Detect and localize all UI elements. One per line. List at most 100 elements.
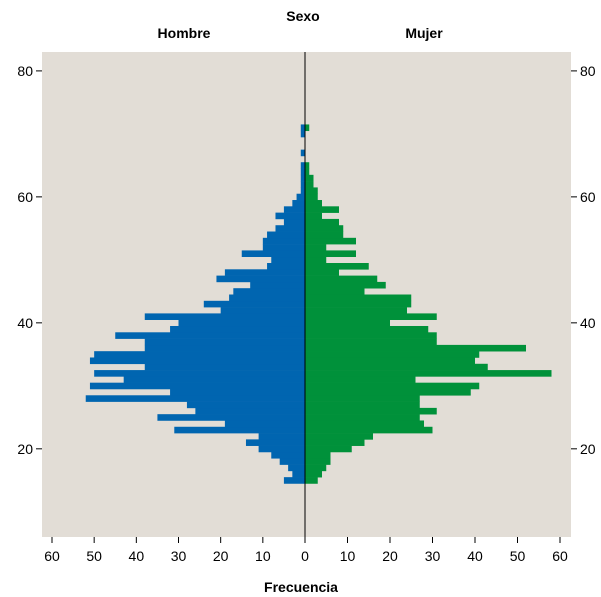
mujer-bar [305,300,412,308]
mujer-bar [305,338,437,346]
hombre-bar [267,231,305,239]
mujer-bar [305,325,429,333]
mujer-bar [305,225,344,232]
mujer-bar [305,477,318,484]
hombre-bar [271,256,305,264]
mujer-bar [305,426,433,434]
mujer-bar [305,451,331,459]
y-tick-label-right: 60 [580,189,596,205]
x-tick-label: 20 [382,548,398,564]
hombre-bar [300,168,305,176]
hombre-bar [262,244,305,251]
y-tick-label-left: 40 [17,315,33,331]
hombre-bar [292,470,305,478]
hombre-bar [275,225,305,232]
hombre-bar [250,281,305,289]
hombre-bar [300,149,305,157]
hombre-bar [296,193,305,201]
mujer-bar [305,212,322,220]
hombre-bar [89,357,305,365]
hombre-bar [283,477,305,484]
mujer-bar [305,256,327,264]
y-tick-label-right: 80 [580,63,596,79]
hombre-bar [262,237,305,245]
hombre-bars [85,124,306,484]
mujer-bar [305,414,420,421]
hombre-bar [144,344,305,352]
hombre-bar [157,414,305,421]
hombre-bar [300,187,305,195]
y-tick-label-right: 40 [580,315,596,331]
y-tick-label-left: 80 [17,63,33,79]
y-tick-label-right: 20 [580,441,596,457]
left-panel-title: Hombre [158,25,211,41]
x-tick-label: 50 [86,548,102,564]
mujer-bar [305,193,318,201]
hombre-bar [220,307,305,314]
mujer-bar [305,187,318,195]
right-panel-title: Mujer [405,25,443,41]
hombre-bar [267,263,305,270]
mujer-bar [305,307,407,314]
hombre-bar [174,426,305,434]
mujer-bar [305,244,327,251]
mujer-bar [305,351,480,358]
hombre-bar [245,439,305,446]
mujer-bar [305,458,331,465]
hombre-bar [300,181,305,188]
mujer-bar [305,181,314,188]
hombre-bar [195,407,305,415]
hombre-bar [300,124,305,132]
hombre-bar [271,451,305,459]
hombre-bar [300,162,305,169]
mujer-bar [305,294,412,302]
x-tick-label: 20 [213,548,229,564]
hombre-bar [203,300,305,308]
hombre-bar [300,130,305,138]
hombre-bar [144,338,305,346]
mujer-bar [305,395,420,402]
mujer-bar [305,269,339,276]
x-tick-label: 40 [129,548,145,564]
hombre-bar [258,445,305,453]
hombre-bar [233,288,305,295]
hombre-bar [144,313,305,320]
hombre-bar [292,200,305,207]
mujer-bar [305,288,365,295]
mujer-bar [305,237,356,245]
x-tick-label: 10 [340,548,356,564]
hombre-bar [178,319,305,327]
hombre-bar [229,294,305,302]
mujer-bar [305,439,365,446]
mujer-bar [305,370,552,377]
mujer-bar [305,388,471,396]
hombre-bar [224,420,305,428]
mujer-bars [305,124,552,484]
mujer-bar [305,250,356,258]
hombre-bar [144,363,305,371]
mujer-bar [305,363,488,371]
mujer-bar [305,275,378,283]
mujer-bar [305,319,390,327]
hombre-bar [258,433,305,440]
hombre-bar [275,212,305,220]
hombre-bar [170,388,305,396]
hombre-bar [300,174,305,182]
hombre-bar [186,401,305,409]
hombre-bar [288,464,305,472]
hombre-bar [283,206,305,213]
mujer-bar [305,313,437,320]
hombre-bar [115,332,305,339]
x-tick-label: 0 [301,548,309,564]
hombre-bar [94,351,306,358]
mujer-bar [305,281,386,289]
x-tick-label: 60 [44,548,60,564]
y-tick-label-left: 20 [17,441,33,457]
hombre-bar [283,218,305,226]
mujer-bar [305,168,310,176]
mujer-bar [305,420,424,428]
x-tick-label: 30 [171,548,187,564]
hombre-bar [123,376,305,383]
x-tick-label: 30 [425,548,441,564]
